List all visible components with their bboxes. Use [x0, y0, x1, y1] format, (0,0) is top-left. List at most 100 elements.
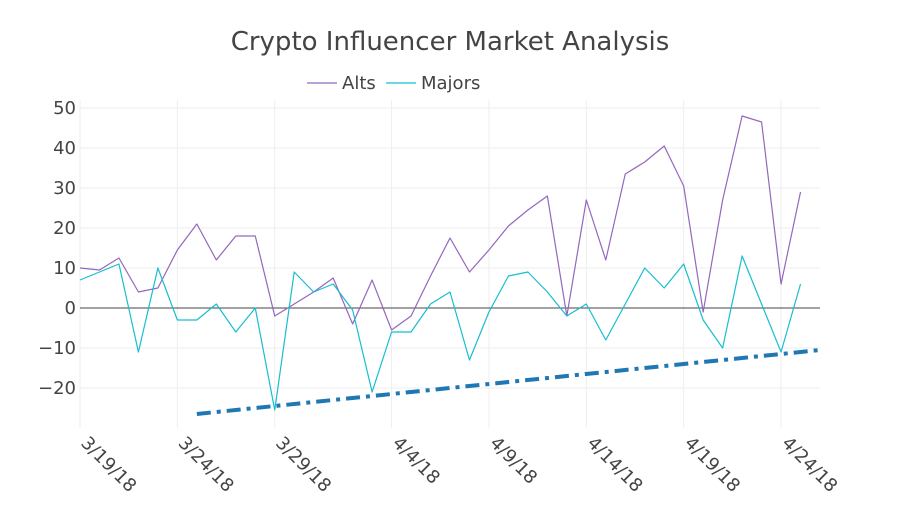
data-point-alts[interactable] [759, 119, 765, 125]
series-line-majors [79, 255, 802, 411]
data-point-alts[interactable] [583, 197, 589, 203]
data-point-alts[interactable] [135, 289, 141, 295]
data-point-majors[interactable] [135, 349, 141, 355]
data-point-alts[interactable] [350, 321, 356, 327]
y-tick-label: 30 [53, 178, 76, 199]
data-point-majors[interactable] [174, 317, 180, 323]
data-point-alts[interactable] [681, 183, 687, 189]
data-point-majors[interactable] [583, 301, 589, 307]
data-point-majors[interactable] [428, 301, 434, 307]
trendline-line [196, 348, 821, 416]
data-point-majors[interactable] [661, 285, 667, 291]
data-point-majors[interactable] [525, 269, 531, 275]
data-point-majors[interactable] [486, 309, 492, 315]
data-point-alts[interactable] [603, 257, 609, 263]
y-axis: 50 40 30 20 10 0 −10 −20 [38, 98, 76, 399]
data-point-majors[interactable] [213, 301, 219, 307]
data-point-majors[interactable] [681, 261, 687, 267]
x-tick-label: 4/4/18 [388, 433, 444, 489]
data-point-alts[interactable] [174, 247, 180, 253]
data-point-alts[interactable] [272, 313, 278, 319]
y-tick-label: 10 [53, 258, 76, 279]
data-point-majors[interactable] [408, 329, 414, 335]
data-point-majors[interactable] [369, 389, 375, 395]
data-point-majors[interactable] [291, 269, 297, 275]
data-point-alts[interactable] [642, 159, 648, 165]
data-point-alts[interactable] [155, 285, 161, 291]
trendline [196, 348, 821, 416]
chart-title: Crypto Influencer Market Analysis [231, 27, 670, 57]
data-point-majors[interactable] [759, 301, 765, 307]
data-point-alts[interactable] [505, 223, 511, 229]
data-point-majors[interactable] [564, 313, 570, 319]
x-tick-label: 3/29/18 [271, 433, 335, 497]
data-point-alts[interactable] [486, 247, 492, 253]
x-axis: 3/19/18 3/24/18 3/29/18 4/4/18 4/9/18 4/14/18… [76, 433, 841, 497]
y-tick-label: 20 [53, 218, 76, 239]
x-tick-label: 4/9/18 [485, 433, 541, 489]
data-point-alts[interactable] [720, 197, 726, 203]
data-point-majors[interactable] [622, 301, 628, 307]
data-point-majors[interactable] [798, 281, 804, 287]
data-point-majors[interactable] [233, 329, 239, 335]
data-point-alts[interactable] [525, 207, 531, 213]
data-point-alts[interactable] [428, 273, 434, 279]
data-point-alts[interactable] [466, 269, 472, 275]
data-point-alts[interactable] [291, 301, 297, 307]
data-point-majors[interactable] [96, 269, 102, 275]
data-point-majors[interactable] [194, 317, 200, 323]
data-point-majors[interactable] [603, 337, 609, 343]
data-point-majors[interactable] [155, 265, 161, 271]
data-point-majors[interactable] [466, 357, 472, 363]
data-point-majors[interactable] [311, 289, 317, 295]
data-point-majors[interactable] [642, 265, 648, 271]
series-line-alts [79, 115, 802, 331]
data-point-alts[interactable] [330, 275, 336, 281]
data-point-majors[interactable] [330, 281, 336, 287]
data-point-majors[interactable] [252, 305, 258, 311]
data-point-alts[interactable] [194, 221, 200, 227]
data-point-majors[interactable] [778, 349, 784, 355]
y-tick-label: −10 [38, 338, 76, 359]
legend-item-majors[interactable]: Majors [386, 73, 480, 94]
data-point-alts[interactable] [369, 277, 375, 283]
data-point-majors[interactable] [272, 407, 278, 413]
data-point-alts[interactable] [233, 233, 239, 239]
data-point-alts[interactable] [77, 265, 83, 271]
data-point-majors[interactable] [389, 329, 395, 335]
data-point-alts[interactable] [252, 233, 258, 239]
data-point-alts[interactable] [622, 171, 628, 177]
data-point-alts[interactable] [739, 113, 745, 119]
data-point-alts[interactable] [661, 143, 667, 149]
x-gridlines [79, 100, 782, 428]
data-point-alts[interactable] [408, 313, 414, 319]
data-point-majors[interactable] [505, 273, 511, 279]
legend-item-alts[interactable]: Alts [307, 73, 376, 94]
x-tick-label: 3/24/18 [174, 433, 238, 497]
data-point-alts[interactable] [213, 257, 219, 263]
legend[interactable]: Alts Majors [307, 73, 480, 94]
data-point-majors[interactable] [700, 317, 706, 323]
data-point-majors[interactable] [544, 289, 550, 295]
data-point-alts[interactable] [116, 255, 122, 261]
x-tick-label: 4/19/18 [680, 433, 744, 497]
y-tick-label: 50 [53, 98, 76, 119]
data-point-majors[interactable] [77, 277, 83, 283]
data-point-majors[interactable] [720, 345, 726, 351]
y-tick-label: −20 [38, 378, 76, 399]
data-point-majors[interactable] [739, 253, 745, 259]
x-tick-label: 4/24/18 [778, 433, 842, 497]
data-point-alts[interactable] [544, 193, 550, 199]
data-point-majors[interactable] [350, 307, 356, 313]
data-point-alts[interactable] [447, 235, 453, 241]
legend-label: Alts [342, 73, 376, 94]
data-point-alts[interactable] [778, 281, 784, 287]
series-lines [77, 113, 804, 413]
data-point-majors[interactable] [447, 289, 453, 295]
data-point-majors[interactable] [116, 261, 122, 267]
y-tick-label: 0 [65, 298, 76, 319]
data-point-alts[interactable] [798, 189, 804, 195]
x-tick-label: 4/14/18 [583, 433, 647, 497]
